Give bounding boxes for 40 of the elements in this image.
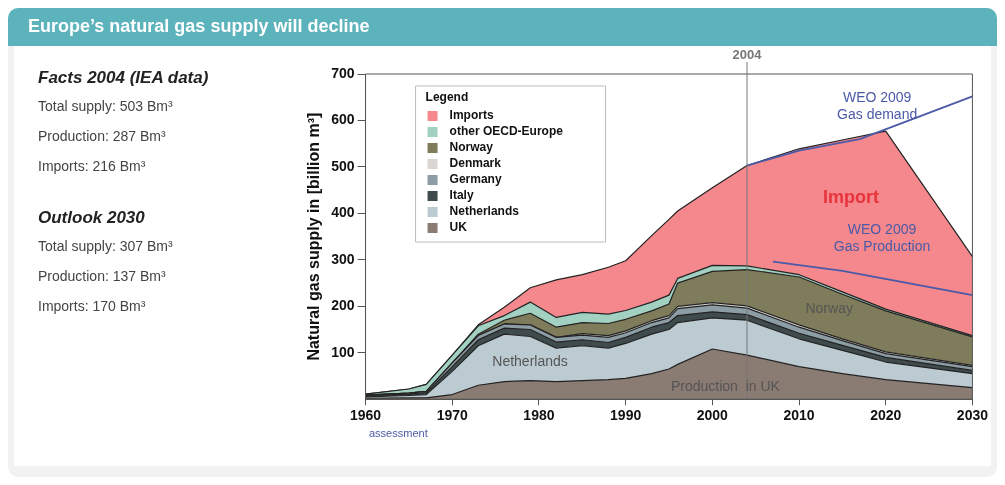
legend-label: other OECD-Europe xyxy=(449,124,564,139)
legend-label: Netherlands xyxy=(449,204,520,219)
legend-title: Legend xyxy=(425,90,469,105)
legend-label: Imports xyxy=(449,108,494,123)
ref-line-label: 2004 xyxy=(732,47,763,63)
y-tick-label: 200 xyxy=(331,297,355,314)
legend-label: Denmark xyxy=(449,156,502,171)
y-tick-label: 700 xyxy=(331,64,355,81)
x-tick-label: 1960 xyxy=(349,407,382,424)
y-axis-title: Natural gas supply in [billion m³] xyxy=(305,112,323,361)
legend-label: UK xyxy=(449,220,468,235)
legend-label: Italy xyxy=(449,188,474,203)
x-tick-label: 1980 xyxy=(523,407,555,424)
annotation: Netherlands xyxy=(492,352,568,369)
text: Imports: 170 Bm³ xyxy=(38,298,147,314)
legend-label: Norway xyxy=(449,140,494,155)
y-tick-label: 500 xyxy=(331,157,355,174)
text: Facts 2004 (IEA data) xyxy=(38,68,210,88)
text: Outlook 2030 xyxy=(38,208,146,228)
text: Total supply: 503 Bm³ xyxy=(38,98,174,114)
x-tick-label: 1970 xyxy=(436,407,469,424)
y-tick-label: 600 xyxy=(331,111,355,128)
annotation: WEO 2009 Gas demand xyxy=(837,88,918,122)
x-tick-label: 2030 xyxy=(956,407,989,424)
x-tick-label: 2020 xyxy=(870,407,902,424)
annotation: Import xyxy=(823,186,880,207)
annotation: WEO 2009 Gas Production xyxy=(833,221,931,255)
text: Production: 137 Bm³ xyxy=(38,268,167,284)
text: Europe’s natural gas supply will decline xyxy=(8,8,997,46)
text: Total supply: 307 Bm³ xyxy=(38,238,174,254)
text: Imports: 216 Bm³ xyxy=(38,158,147,174)
text: assessment xyxy=(369,427,428,439)
x-tick-label: 2010 xyxy=(783,407,815,424)
y-tick-label: 300 xyxy=(331,250,355,267)
y-tick-label: 400 xyxy=(331,204,355,221)
x-tick-label: 2000 xyxy=(696,407,729,424)
text: Production: 287 Bm³ xyxy=(38,128,167,144)
legend-label: Germany xyxy=(449,172,502,187)
x-tick-label: 1990 xyxy=(610,407,642,424)
y-tick-label: 100 xyxy=(331,343,355,360)
